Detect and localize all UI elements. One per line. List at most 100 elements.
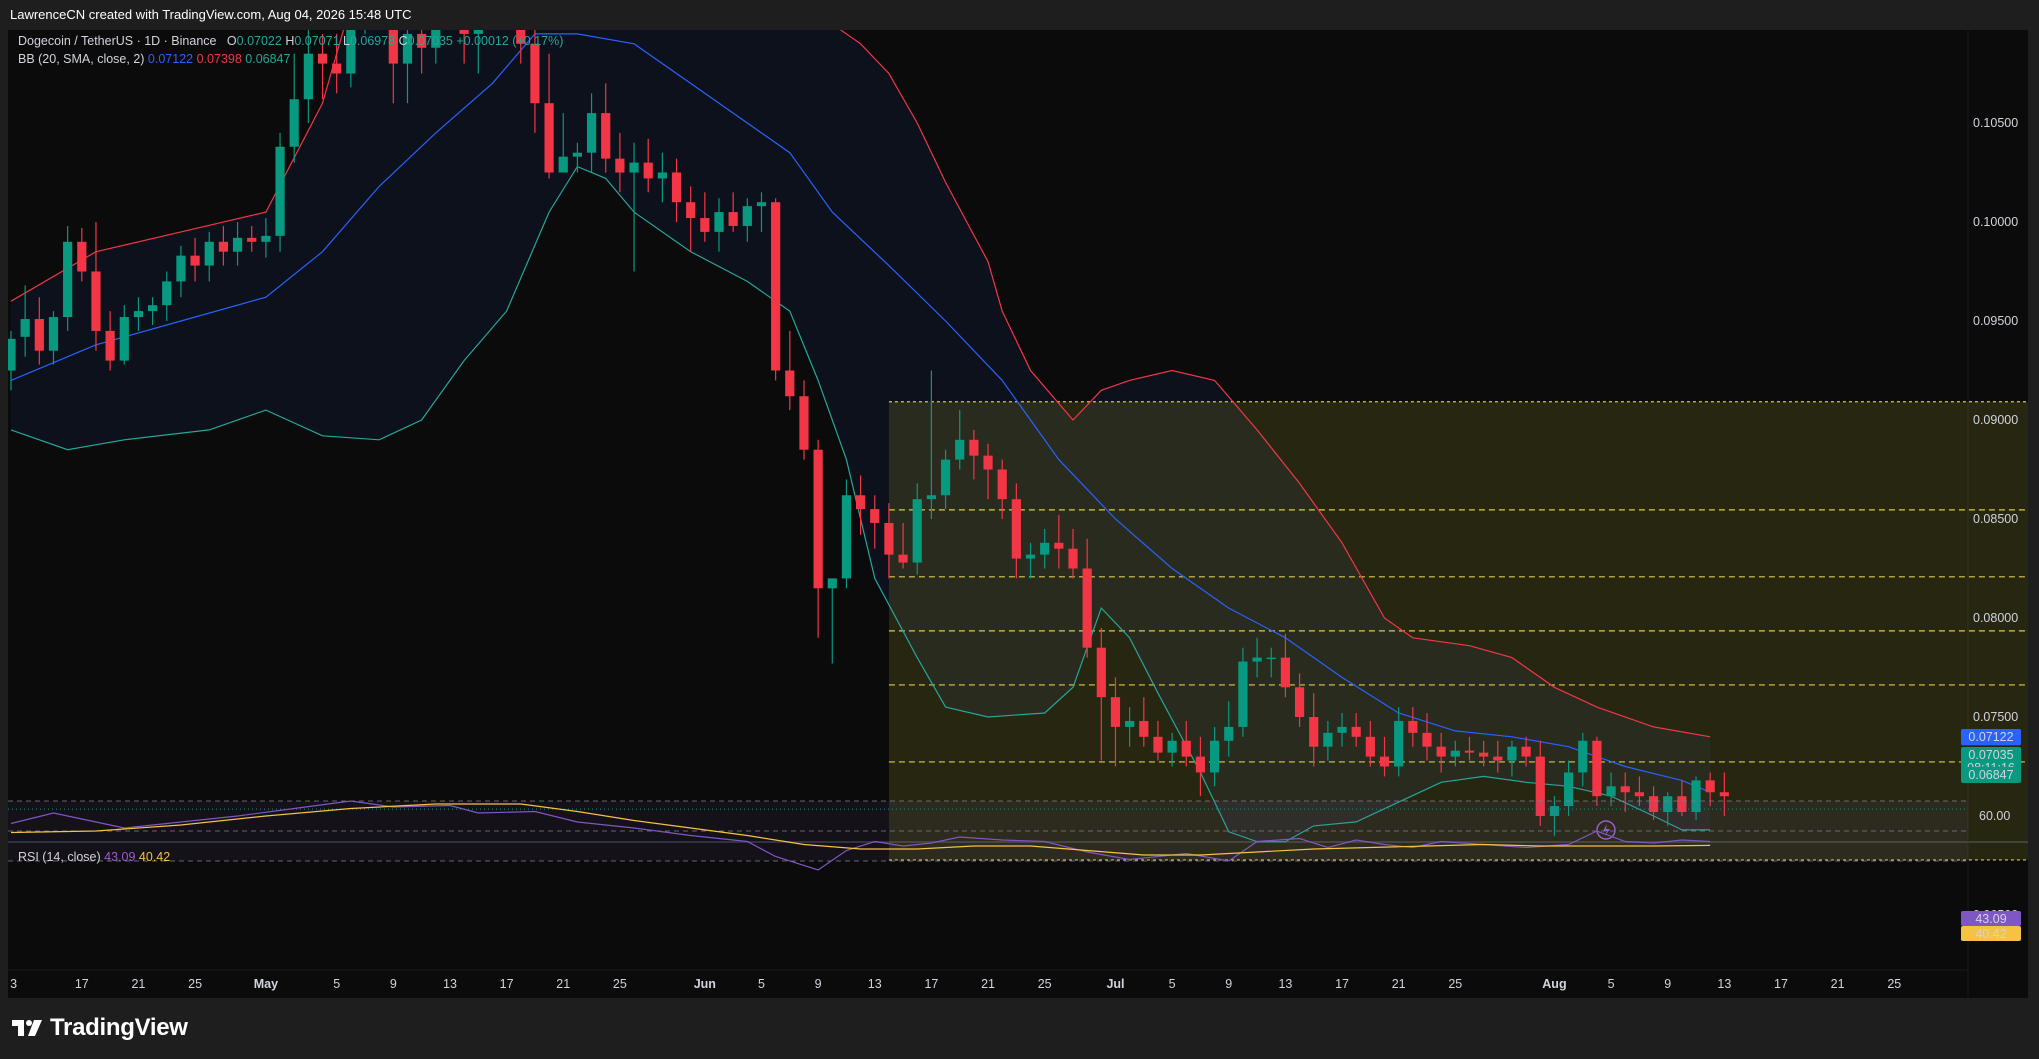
candle-body [1578, 740, 1588, 773]
candle-body [1125, 720, 1135, 727]
candle-body [983, 455, 993, 470]
candle-body [204, 241, 214, 266]
candle-body [1068, 548, 1078, 569]
candle-body [119, 317, 129, 361]
time-axis-tick: 9 [390, 977, 397, 991]
candle-body [1224, 726, 1234, 741]
candle-body [1110, 697, 1121, 727]
chart-canvas[interactable]: 0 (0.09092)0.236 (0.08546)0.382 (0.08208… [8, 30, 2028, 998]
price-axis-label-box [1961, 767, 2021, 783]
candle-body [1663, 796, 1673, 813]
time-axis-tick: 17 [500, 977, 514, 991]
candle-body [1450, 750, 1460, 757]
time-axis-tick: 25 [613, 977, 627, 991]
time-axis-tick: 5 [758, 977, 765, 991]
candle-body [756, 202, 767, 207]
candle-body [1620, 786, 1630, 793]
candle-body [1493, 756, 1503, 761]
time-axis-tick: 17 [1335, 977, 1349, 991]
tradingview-logo-icon [12, 1020, 42, 1036]
candle-body [1521, 746, 1531, 757]
candle-body [77, 241, 87, 272]
time-axis-tick: 25 [188, 977, 202, 991]
time-axis-tick: 21 [556, 977, 570, 991]
candle-body [969, 439, 979, 456]
candle-body [870, 509, 880, 523]
candle-body [1422, 732, 1432, 747]
candle-body [1719, 792, 1729, 797]
time-axis-tick: 21 [1392, 977, 1406, 991]
candle-body [997, 469, 1007, 500]
candle-body [34, 319, 44, 351]
alert-bolt-glyph-icon [1603, 824, 1610, 836]
rsi-label: RSI (14, close) [18, 850, 101, 864]
rsi-axis-label: 40.42 [1975, 927, 2006, 941]
bb-basis-line [10, 33, 1711, 793]
candle-body [1436, 746, 1446, 757]
candle-body [1564, 772, 1574, 807]
candle-body [1507, 746, 1517, 761]
time-axis-tick: 5 [333, 977, 340, 991]
candle-body [1011, 499, 1021, 559]
fib-zone-fill [888, 401, 2028, 860]
time-axis-tick: 17 [1774, 977, 1788, 991]
price-axis-tick: 0.08500 [1973, 512, 2018, 526]
chart-area[interactable]: 0 (0.09092)0.236 (0.08546)0.382 (0.08208… [8, 30, 2028, 998]
open-value: 0.07022 [236, 34, 282, 48]
symbol-name[interactable]: Dogecoin / TetherUS · 1D · Binance [18, 34, 217, 48]
candle-body [572, 152, 582, 157]
candle-body [459, 30, 469, 34]
bb-legend[interactable]: BB (20, SMA, close, 2) 0.07122 0.07398 0… [18, 52, 290, 66]
open-label: O [226, 34, 237, 48]
bb-lower-line [10, 165, 1711, 843]
candle-body [615, 158, 625, 173]
bb-upper-value: 0.07398 [196, 52, 242, 66]
price-axis-tick: 0.08000 [1973, 611, 2018, 625]
time-axis-tick: 17 [924, 977, 938, 991]
tradingview-logo[interactable]: TradingView [12, 1014, 188, 1042]
brand-name: TradingView [50, 1014, 188, 1041]
candle-body [91, 271, 101, 331]
candle-body [771, 202, 781, 371]
time-axis-tick: 5 [1169, 977, 1176, 991]
time-axis-tick: 5 [1608, 977, 1615, 991]
time-axis-tick: 3 [10, 977, 17, 991]
candle-body [898, 554, 908, 563]
chart-attribution: LawrenceCN created with TradingView.com,… [0, 0, 2039, 30]
close-label: C [398, 34, 408, 48]
candle-body [1210, 740, 1220, 773]
candle-body [1479, 752, 1489, 757]
candle-body [1394, 720, 1404, 767]
rsi-legend[interactable]: RSI (14, close) 43.09 40.42 [18, 850, 170, 864]
bb-upper-line [10, 30, 1711, 738]
candle-body [8, 338, 16, 371]
candle-body [148, 305, 158, 312]
candle-body [530, 43, 540, 104]
candle-body [643, 162, 653, 179]
candle-body [1677, 796, 1687, 813]
rsi-value: 43.09 [104, 850, 136, 864]
candle-body [1025, 554, 1036, 559]
candle-body [700, 218, 710, 232]
change-value: +0.00012 (+0.17%) [456, 34, 564, 48]
rsi-axis-tick: 60.00 [1979, 809, 2010, 823]
candle-body [402, 33, 413, 64]
price-axis-label: 0.07035 [1968, 748, 2013, 762]
time-axis-tick: 25 [1448, 977, 1462, 991]
candle-body [544, 103, 554, 173]
time-axis-tick: 25 [1887, 977, 1901, 991]
high-label: H [285, 34, 295, 48]
candle-body [1040, 542, 1050, 555]
candle-body [48, 317, 59, 351]
low-value: 0.06978 [349, 34, 396, 48]
candle-body [1139, 720, 1149, 737]
candle-body [827, 578, 837, 589]
price-axis-tick: 0.10000 [1973, 215, 2018, 229]
candle-body [1153, 736, 1163, 753]
candle-body [884, 522, 894, 555]
candle-body [813, 449, 823, 589]
price-axis-label: 0.06847 [1968, 768, 2013, 782]
rsi-line [10, 800, 1711, 871]
bb-label: BB (20, SMA, close, 2) [18, 52, 145, 66]
candle-body [247, 237, 257, 242]
